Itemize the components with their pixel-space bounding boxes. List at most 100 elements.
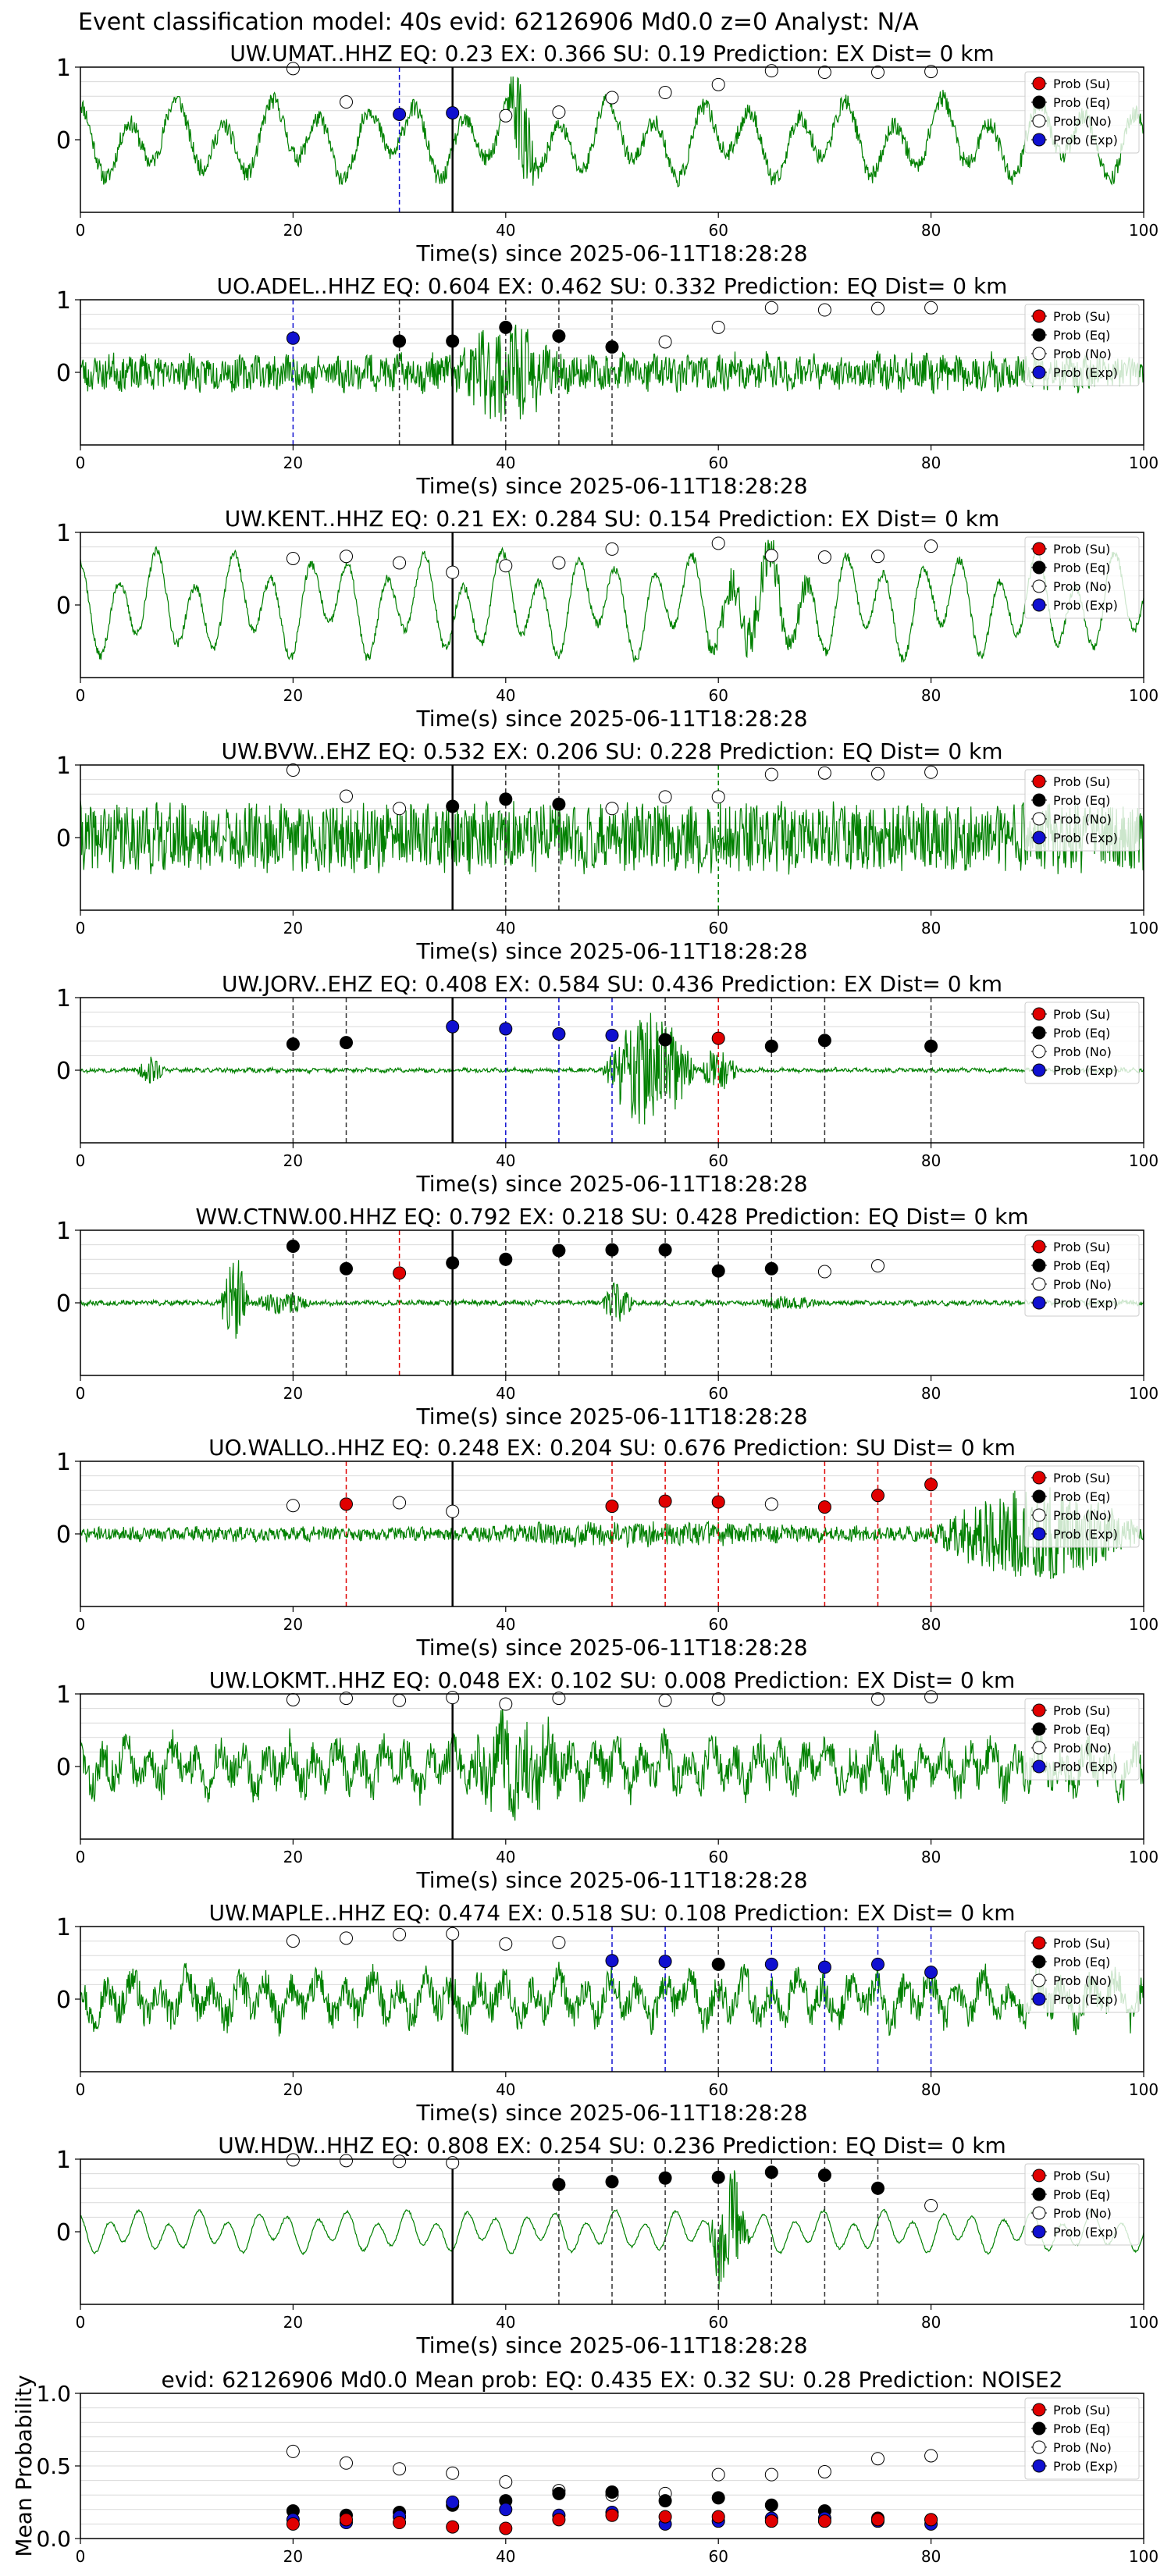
point-eq	[817, 2168, 831, 2182]
subplot-10: 0 20 40 60 80 100 0 1 UW.HDW..HHZ EQ: 0.808 EX: …	[56, 2133, 1159, 2358]
point-no	[817, 66, 831, 80]
point-no	[605, 542, 619, 556]
y-tick-label: 1	[56, 287, 71, 315]
point-no	[605, 802, 619, 816]
x-tick-label: 60	[708, 2080, 728, 2099]
x-tick-label: 0	[76, 1384, 86, 1403]
x-tick-label: 20	[283, 1151, 303, 1170]
legend-marker-no	[1032, 1973, 1046, 1987]
x-tick-label: 80	[921, 1151, 941, 1170]
subplot-6: 0 20 40 60 80 100 0 1 WW.CTNW.00.HHZ EQ: 0.792 E…	[56, 1204, 1159, 1429]
point-no	[764, 64, 778, 78]
point-eq	[711, 2170, 725, 2184]
x-tick-label: 100	[1129, 1615, 1159, 1634]
legend-label-eq: Prob (Eq)	[1053, 2421, 1110, 2436]
legend-marker-exp	[1032, 365, 1046, 379]
legend-frame	[1024, 1930, 1140, 2013]
point-eq	[711, 1264, 725, 1278]
subplot-title: UW.LOKMT..HHZ EQ: 0.048 EX: 0.102 SU: 0.…	[209, 1667, 1016, 1693]
point-eq	[552, 329, 566, 343]
x-tick-label: 100	[1129, 686, 1159, 705]
x-tick-label: 0	[76, 1848, 86, 1866]
legend-marker-exp	[1032, 1992, 1046, 2006]
point-no	[924, 539, 938, 553]
x-tick-label: 60	[708, 686, 728, 705]
point-su	[393, 2516, 407, 2530]
x-tick-label: 80	[921, 1848, 941, 1866]
point-no	[446, 1927, 460, 1941]
point-su	[711, 1031, 725, 1045]
legend-label-eq: Prob (Eq)	[1053, 2187, 1110, 2202]
point-no	[393, 2154, 407, 2169]
figure-suptitle: Event classification model: 40s evid: 62…	[78, 9, 919, 36]
legend-label-no: Prob (No)	[1053, 812, 1112, 827]
point-no	[286, 2153, 300, 2167]
legend-frame	[1024, 536, 1140, 619]
y-tick-label: 1	[56, 1681, 71, 1709]
x-axis-label: Time(s) since 2025-06-11T18:28:28	[415, 473, 807, 499]
legend-marker-eq	[1032, 328, 1046, 342]
point-eq	[924, 1039, 938, 1053]
point-no	[393, 1927, 407, 1941]
legend-marker-no	[1032, 347, 1046, 361]
point-no	[658, 86, 672, 100]
x-tick-label: 0	[76, 2547, 86, 2566]
point-su	[711, 2510, 725, 2524]
x-tick-label: 100	[1129, 1384, 1159, 1403]
subplot-title: UW.MAPLE..HHZ EQ: 0.474 EX: 0.518 SU: 0.…	[208, 1900, 1015, 1926]
x-tick-label: 80	[921, 2547, 941, 2566]
legend-label-no: Prob (No)	[1053, 1277, 1112, 1292]
x-tick-label: 40	[496, 2313, 515, 2332]
point-eq	[711, 2491, 725, 2505]
point-su	[605, 1500, 619, 1514]
point-no	[552, 1692, 566, 1706]
legend-label-exp: Prob (Exp)	[1053, 1063, 1118, 1078]
point-no	[711, 1692, 725, 1706]
x-tick-label: 100	[1129, 2313, 1159, 2332]
legend-label-su: Prob (Su)	[1053, 542, 1110, 557]
y-tick-label: 1	[56, 520, 71, 547]
x-tick-label: 0	[76, 1615, 86, 1634]
point-eq	[871, 2181, 884, 2195]
point-no	[552, 1935, 566, 1949]
x-tick-label: 80	[921, 919, 941, 938]
y-tick-label: 1	[56, 55, 71, 82]
x-tick-label: 20	[283, 454, 303, 472]
point-eq	[658, 1033, 672, 1047]
x-tick-label: 0	[76, 1151, 86, 1170]
y-tick-label: 0	[56, 1987, 71, 2014]
point-no	[286, 1499, 300, 1513]
point-eq	[340, 1036, 353, 1050]
point-no	[764, 549, 778, 563]
point-eq	[658, 1243, 672, 1257]
point-su	[605, 2508, 619, 2522]
legend-marker-su	[1032, 1936, 1046, 1950]
legend-frame	[1024, 1234, 1140, 1317]
point-no	[286, 1692, 300, 1706]
x-tick-label: 100	[1129, 221, 1159, 240]
legend-marker-exp	[1032, 2225, 1046, 2239]
point-su	[499, 2521, 513, 2535]
legend-marker-su	[1032, 2169, 1046, 2183]
legend-label-eq: Prob (Eq)	[1053, 95, 1110, 110]
point-no	[340, 550, 353, 564]
y-tick-label: 0	[56, 592, 71, 620]
point-no	[340, 95, 353, 109]
x-tick-label: 20	[283, 686, 303, 705]
point-exp	[552, 1027, 566, 1041]
subplot-8: 0 20 40 60 80 100 0 1 UW.LOKMT..HHZ EQ: 0.048 EX…	[56, 1667, 1159, 1893]
point-no	[817, 2464, 831, 2478]
point-no	[764, 301, 778, 315]
point-exp	[446, 2496, 460, 2509]
legend-label-su: Prob (Su)	[1053, 1007, 1110, 1022]
y-tick-label: 1	[56, 753, 71, 780]
subplot-4: 0 20 40 60 80 100 0 1 UW.BVW..EHZ EQ: 0.532 EX: …	[56, 738, 1159, 964]
x-tick-label: 80	[921, 2080, 941, 2099]
y-tick-label: 1	[56, 1218, 71, 1245]
point-no	[924, 301, 938, 315]
point-su	[393, 1266, 407, 1280]
point-no	[286, 1934, 300, 1948]
x-tick-label: 60	[708, 919, 728, 938]
legend-frame	[1024, 1002, 1140, 1084]
legend-marker-no	[1032, 2440, 1046, 2454]
